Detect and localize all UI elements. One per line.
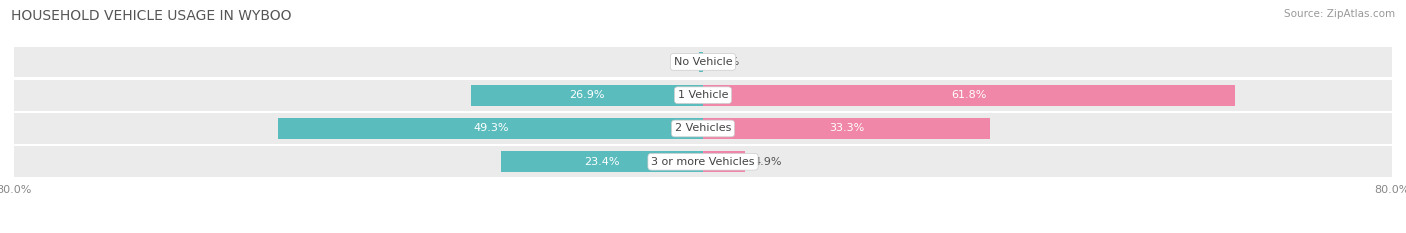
Bar <box>14 47 1392 77</box>
Bar <box>703 151 745 172</box>
Text: 61.8%: 61.8% <box>952 90 987 100</box>
Bar <box>471 85 703 106</box>
Text: 26.9%: 26.9% <box>569 90 605 100</box>
Text: 49.3%: 49.3% <box>472 123 509 134</box>
Text: 23.4%: 23.4% <box>585 157 620 167</box>
Legend: Owner-occupied, Renter-occupied: Owner-occupied, Renter-occupied <box>588 230 818 233</box>
Bar <box>14 80 1392 110</box>
Text: 3 or more Vehicles: 3 or more Vehicles <box>651 157 755 167</box>
Text: 2 Vehicles: 2 Vehicles <box>675 123 731 134</box>
Text: 0.0%: 0.0% <box>711 57 740 67</box>
Text: No Vehicle: No Vehicle <box>673 57 733 67</box>
Bar <box>699 51 703 72</box>
Bar <box>502 151 703 172</box>
Bar <box>703 118 990 139</box>
Text: HOUSEHOLD VEHICLE USAGE IN WYBOO: HOUSEHOLD VEHICLE USAGE IN WYBOO <box>11 9 292 23</box>
Text: 33.3%: 33.3% <box>828 123 865 134</box>
Bar <box>703 85 1236 106</box>
Text: 4.9%: 4.9% <box>754 157 782 167</box>
Bar <box>278 118 703 139</box>
Bar <box>14 113 1392 144</box>
Text: Source: ZipAtlas.com: Source: ZipAtlas.com <box>1284 9 1395 19</box>
Text: 1 Vehicle: 1 Vehicle <box>678 90 728 100</box>
Bar <box>14 147 1392 177</box>
